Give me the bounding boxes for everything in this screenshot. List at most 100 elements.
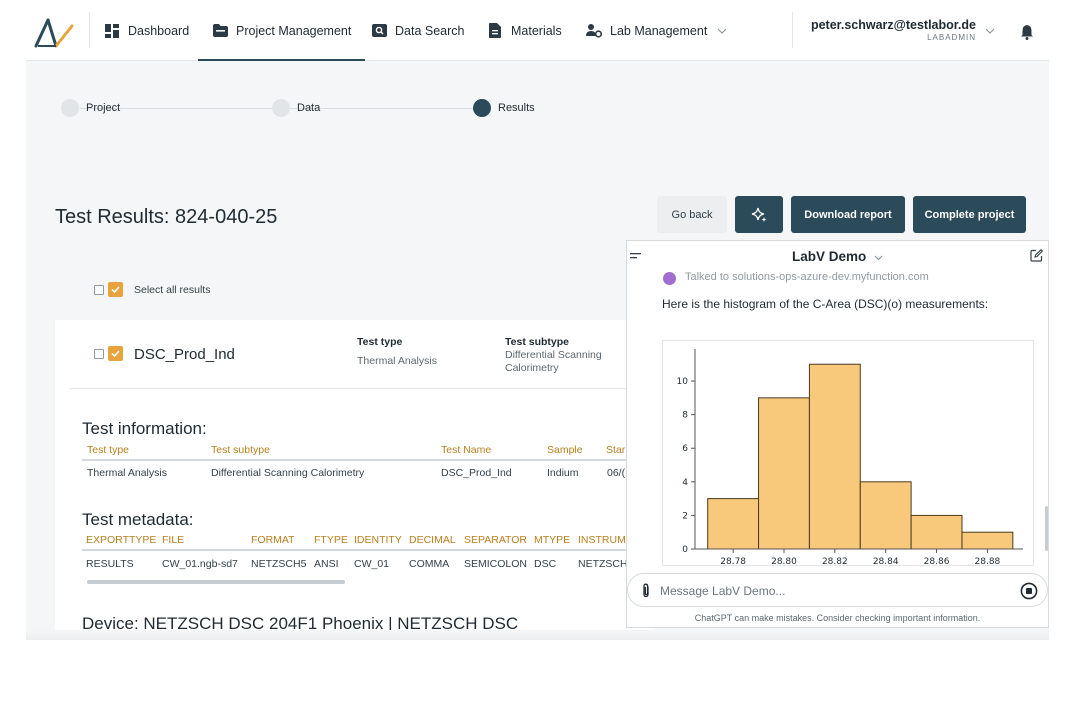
y-tick-label: 6 [682, 444, 688, 454]
chat-scrollbar[interactable] [1045, 506, 1048, 551]
test-row-checkboxes[interactable] [94, 346, 123, 361]
user-email: peter.schwarz@testlabor.de [810, 18, 976, 32]
test-metadata-heading: Test metadata: [82, 510, 194, 529]
page-title: Test Results: 824-040-25 [55, 206, 278, 228]
table-header: Test type [87, 444, 130, 456]
histogram-bar [707, 498, 760, 550]
nav-lab-management[interactable]: Lab Management [586, 0, 727, 61]
table-cell: NETZSCH [578, 558, 628, 570]
y-tick-label: 4 [682, 478, 688, 488]
step-data-label[interactable]: Data [297, 102, 321, 114]
y-tick-label: 2 [682, 511, 688, 521]
download-report-button[interactable]: Download report [791, 196, 905, 233]
checkmark-icon [111, 350, 120, 357]
histogram-bar [961, 531, 1014, 550]
histogram-bar [758, 397, 810, 550]
dashboard-icon [104, 23, 120, 39]
nav-data-search[interactable]: Data Search [371, 0, 464, 61]
table-header: FTYPE [314, 534, 348, 546]
labv-logo[interactable] [34, 16, 74, 48]
nav-separator [89, 12, 90, 48]
step-data-dot[interactable] [272, 99, 290, 117]
step-results-dot[interactable] [473, 99, 491, 117]
test-result-card [55, 320, 655, 640]
step-project-dot[interactable] [61, 99, 79, 117]
histogram-bar [859, 481, 912, 550]
folder-icon [212, 23, 228, 39]
chat-panel: LabV Demo Talked to solutions-ops-azure-… [626, 240, 1049, 628]
bell-icon[interactable] [1020, 24, 1034, 40]
step-results-label[interactable]: Results [498, 102, 535, 114]
table-horizontal-scrollbar[interactable] [87, 580, 345, 584]
x-tick-label: 28.80 [771, 557, 797, 565]
select-all-label: Select all results [134, 284, 211, 296]
nav-data-search-label: Data Search [395, 23, 465, 38]
table-cell: SEMICOLON [464, 558, 528, 570]
top-navigation: Dashboard Project Management Data Search… [26, 0, 1049, 61]
select-all-checkbox-checked[interactable] [108, 282, 123, 297]
nav-materials[interactable]: Materials [487, 0, 562, 61]
new-chat-edit-icon[interactable] [1030, 249, 1043, 262]
table-cell: 06/( [607, 467, 626, 479]
nav-dashboard-label: Dashboard [128, 23, 190, 38]
table-rule [82, 459, 631, 461]
assistant-avatar [663, 272, 676, 285]
test-checkbox-empty[interactable] [94, 348, 104, 359]
table-cell: DSC_Prod_Ind [441, 467, 512, 479]
test-information-heading: Test information: [82, 419, 207, 438]
table-header: Star [606, 444, 626, 456]
x-tick-label: 28.84 [873, 557, 899, 565]
select-all-checkboxes[interactable] [94, 282, 123, 297]
table-header: Test Name [441, 444, 492, 456]
table-cell: CW_01.ngb-sd7 [162, 558, 238, 570]
user-menu-chevron-icon[interactable] [984, 25, 996, 37]
complete-project-button[interactable]: Complete project [913, 196, 1026, 233]
step-project-label[interactable]: Project [86, 102, 121, 114]
table-cell: Thermal Analysis [87, 467, 167, 479]
assistant-message: Here is the histogram of the C-Area (DSC… [662, 297, 989, 311]
table-cell: ANSI [314, 558, 339, 570]
table-cell: Differential Scanning Calorimetry [211, 467, 365, 479]
go-back-button[interactable]: Go back [657, 196, 727, 233]
test-name[interactable]: DSC_Prod_Ind [134, 346, 235, 363]
nav-materials-label: Materials [511, 23, 562, 38]
test-type-label: Test type [357, 336, 403, 348]
chat-message-input[interactable] [660, 582, 1000, 600]
table-cell: Indium [547, 467, 579, 479]
table-header: SEPARATOR [464, 534, 528, 546]
app-bottom-shade [26, 630, 1049, 640]
menu-icon[interactable] [630, 252, 642, 262]
table-header: Sample [547, 444, 583, 456]
table-cell: RESULTS [86, 558, 134, 570]
table-header: DECIMAL [409, 534, 456, 546]
nav-project-management[interactable]: Project Management [197, 0, 366, 61]
table-cell: NETZSCH5 [251, 558, 307, 570]
user-role: LABADMIN [927, 33, 976, 42]
table-header: INSTRUM [578, 534, 626, 546]
histogram-chart: 0 2 4 6 8 10 28.78 28.80 28.82 28.84 28.86 28.88 [662, 340, 1034, 567]
histogram-svg: 0 2 4 6 8 10 28.78 28.80 28.82 28.84 28.86 28.88 [677, 349, 1023, 567]
user-menu[interactable]: peter.schwarz@testlabor.de LABADMIN [808, 18, 976, 42]
paperclip-icon[interactable] [640, 583, 652, 599]
device-title: Device: NETZSCH DSC 204F1 Phoenix | NETZ… [82, 614, 519, 633]
ai-assistant-button[interactable] [735, 196, 783, 233]
table-cell: CW_01 [354, 558, 390, 570]
card-divider [70, 388, 630, 389]
x-tick-label: 28.78 [720, 557, 746, 565]
stop-generating-icon[interactable] [1020, 582, 1038, 600]
chat-title-button[interactable]: LabV Demo [627, 249, 1048, 264]
table-rule [82, 549, 631, 551]
table-header: FILE [162, 534, 185, 546]
table-header: FORMAT [251, 534, 295, 546]
nav-lab-management-label: Lab Management [610, 23, 708, 38]
chat-disclaimer: ChatGPT can make mistakes. Consider chec… [694, 613, 981, 623]
test-checkbox-checked[interactable] [108, 346, 123, 361]
chat-title: LabV Demo [791, 249, 867, 264]
nav-dashboard[interactable]: Dashboard [104, 0, 189, 61]
x-tick-label: 28.82 [822, 557, 848, 565]
chat-composer [627, 573, 1048, 607]
y-tick-label: 10 [677, 377, 689, 387]
select-all-checkbox-empty[interactable] [94, 284, 104, 295]
test-subtype-label: Test subtype [505, 336, 569, 348]
test-subtype-value-line1: Differential Scanning [505, 349, 602, 361]
